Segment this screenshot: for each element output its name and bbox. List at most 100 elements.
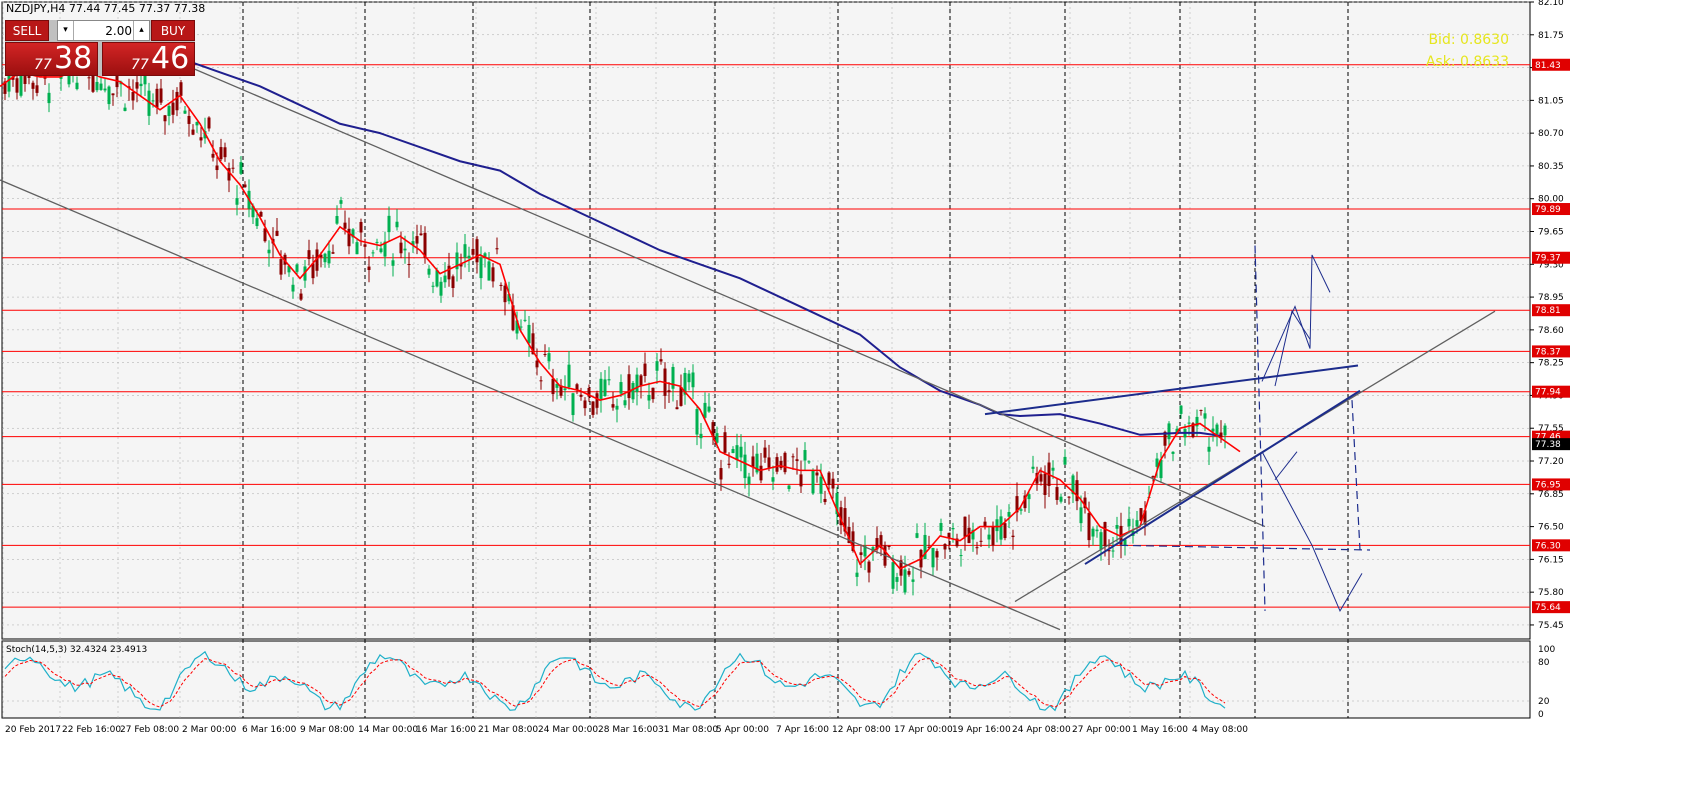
candle-body [1031, 466, 1035, 469]
blue-trendline [984, 364, 1359, 416]
candle-body [631, 382, 635, 400]
y-tick-label: 78.60 [1538, 326, 1564, 336]
candle-body [387, 215, 391, 233]
candle-body [1203, 413, 1207, 419]
candle-body [955, 538, 959, 547]
candle-body [31, 82, 35, 89]
level-price-tag [1532, 478, 1570, 491]
blue-dashed-line [1119, 544, 1371, 551]
candle-body [183, 110, 187, 114]
candle-body [747, 476, 751, 485]
candle-body [27, 74, 31, 78]
lot-increase-icon[interactable]: ▴ [133, 21, 149, 40]
candle-body [235, 198, 239, 205]
candle-body [667, 390, 671, 393]
level-price-label: 81.43 [1535, 61, 1561, 71]
candle-body [879, 535, 883, 548]
candle-body [207, 117, 211, 129]
candle-body [507, 294, 511, 302]
candle-body [167, 106, 171, 116]
candle-body [959, 555, 963, 557]
candle-body [1019, 509, 1023, 511]
y-tick-label: 77.20 [1538, 457, 1564, 467]
one-click-trading-panel: SELL ▾ ▴ BUY 77 38 77 46 [5, 20, 195, 76]
candle-body [915, 533, 919, 538]
candle-body [475, 239, 479, 263]
candle-body [191, 129, 195, 135]
candle-body [331, 252, 335, 254]
candle-body [339, 200, 343, 204]
y-tick-label: 75.45 [1538, 621, 1564, 631]
candle-body [1175, 428, 1179, 435]
candle-body [347, 228, 351, 247]
candle-body [451, 276, 455, 289]
stochastic-tick-label: 80 [1538, 658, 1550, 668]
fast-moving-average-line [0, 66, 1241, 570]
candle-body [363, 244, 367, 247]
candle-body [639, 375, 643, 386]
candle-body [555, 383, 559, 388]
buy-button[interactable]: BUY [151, 20, 195, 41]
candle-body [1003, 523, 1007, 539]
level-price-tag [1532, 601, 1570, 614]
candle-body [627, 374, 631, 399]
candle-body [983, 521, 987, 527]
sell-button[interactable]: SELL [5, 20, 49, 41]
candle-body [135, 82, 139, 89]
candle-body [107, 86, 111, 105]
x-tick-label: 17 Apr 00:00 [894, 725, 953, 735]
x-tick-label: 7 Apr 16:00 [776, 725, 829, 735]
candle-body [1015, 496, 1019, 513]
candle-body [551, 378, 555, 395]
blue-trendline [1084, 389, 1361, 565]
candle-body [435, 270, 439, 287]
level-price-label: 78.37 [1535, 347, 1561, 357]
candle-body [1107, 550, 1111, 552]
candle-body [739, 446, 743, 458]
y-tick-label: 82.10 [1538, 0, 1564, 8]
candle-body [831, 478, 835, 489]
candle-body [1075, 480, 1079, 502]
candle-body [215, 165, 219, 171]
candle-body [1067, 496, 1071, 498]
y-tick-label: 79.30 [1538, 260, 1564, 270]
level-price-label: 78.81 [1535, 306, 1561, 316]
candle-body [847, 526, 851, 544]
candle-body [767, 457, 771, 468]
candle-body [1187, 422, 1191, 424]
candle-body [1195, 416, 1199, 427]
candle-body [727, 463, 731, 465]
candle-body [67, 75, 71, 85]
candle-body [763, 447, 767, 458]
candle-body [199, 137, 203, 141]
candle-body [99, 83, 103, 90]
candle-body [419, 233, 423, 236]
candle-body [779, 460, 783, 469]
candle-body [355, 242, 359, 255]
candle-body [559, 385, 563, 396]
candle-body [1083, 497, 1087, 509]
y-tick-label: 78.25 [1538, 359, 1564, 369]
current-price-label: 77.38 [1535, 440, 1561, 450]
x-tick-label: 21 Mar 08:00 [478, 725, 538, 735]
sell-price-button[interactable]: 77 38 [5, 41, 98, 76]
candle-body [251, 205, 255, 218]
candle-body [319, 254, 323, 258]
lot-dropdown-icon[interactable]: ▾ [58, 21, 74, 40]
candle-body [723, 432, 727, 453]
buy-price-button[interactable]: 77 46 [102, 41, 195, 76]
candle-body [171, 102, 175, 115]
candle-body [791, 456, 795, 458]
candle-body [635, 374, 639, 393]
level-price-tag [1532, 385, 1570, 398]
candle-body [383, 241, 387, 257]
plot-area [1, 1, 1531, 640]
candle-body [687, 373, 691, 383]
lot-size-input[interactable] [74, 21, 134, 40]
x-tick-label: 4 May 08:00 [1192, 725, 1248, 735]
candle-body [1035, 472, 1039, 484]
candle-body [783, 452, 787, 473]
candle-body [655, 361, 659, 371]
